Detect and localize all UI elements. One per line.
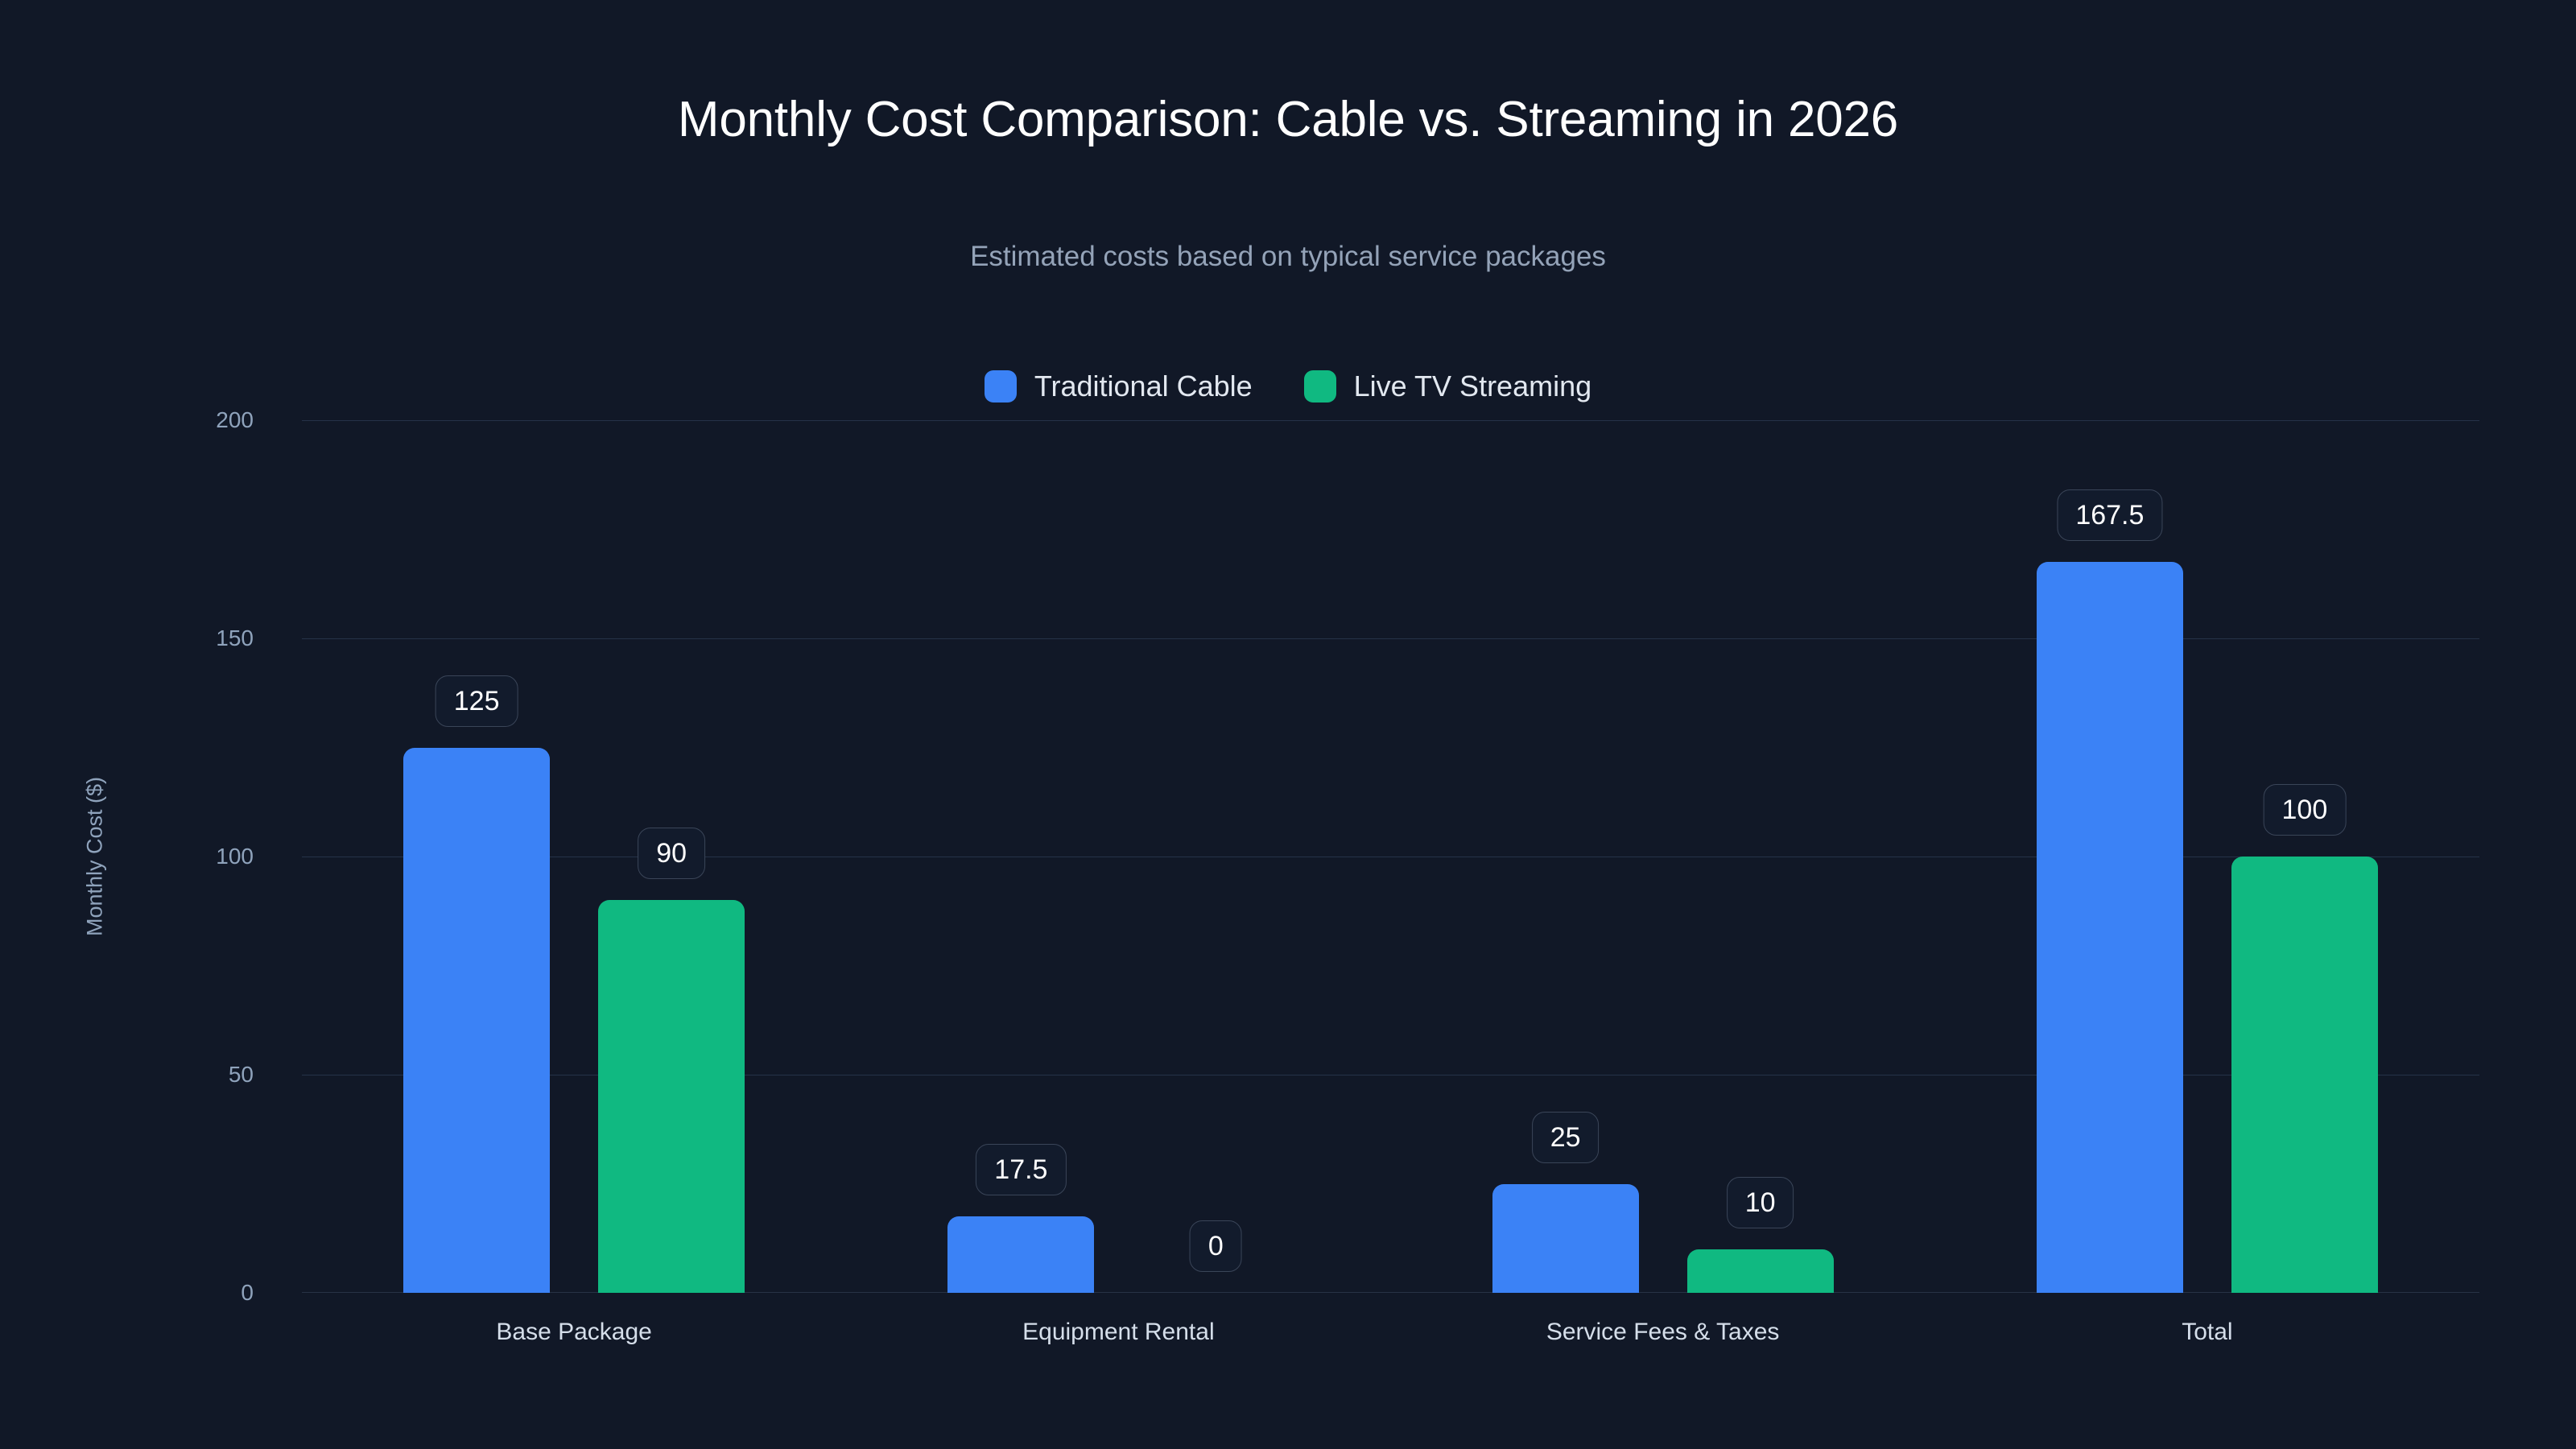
bar[interactable]: [598, 900, 745, 1293]
bar-value-label: 100: [2263, 784, 2347, 836]
chart-title: Monthly Cost Comparison: Cable vs. Strea…: [677, 92, 1899, 147]
x-axis-category-label: Service Fees & Taxes: [1546, 1319, 1780, 1345]
y-axis-tick-label: 50: [228, 1062, 254, 1087]
bar[interactable]: [1492, 1183, 1639, 1293]
bar[interactable]: [947, 1216, 1095, 1293]
bar-value-label: 167.5: [2057, 489, 2163, 542]
x-axis-category-label: Equipment Rental: [1022, 1319, 1215, 1345]
bar-value-label: 10: [1726, 1176, 1794, 1228]
bar[interactable]: [2231, 857, 2378, 1293]
y-axis-ticks: 0 50 100 150 200: [0, 409, 278, 1304]
bar[interactable]: [403, 747, 551, 1293]
x-axis-baseline: [302, 1292, 2479, 1293]
legend-swatch-icon: [1303, 370, 1336, 402]
gridline: [302, 638, 2479, 639]
bar[interactable]: [2036, 562, 2183, 1293]
bar-value-label: 125: [435, 675, 518, 727]
legend-label: Traditional Cable: [1034, 369, 1253, 402]
x-axis-category-label: Total: [2182, 1319, 2233, 1345]
x-axis-category-label: Base Package: [496, 1319, 652, 1345]
legend-label: Live TV Streaming: [1353, 369, 1592, 402]
gridline: [302, 420, 2479, 421]
y-axis-tick-label: 200: [216, 407, 254, 432]
y-axis-tick-label: 100: [216, 844, 254, 869]
bar-value-label: 17.5: [976, 1144, 1067, 1196]
legend-item-0[interactable]: Traditional Cable: [984, 369, 1253, 402]
bar-value-label: 90: [638, 828, 706, 880]
y-axis-tick-label: 0: [241, 1280, 254, 1305]
chart-legend: Traditional Cable Live TV Streaming: [0, 370, 2576, 402]
chart-subtitle: Estimated costs based on typical service…: [970, 241, 1606, 272]
bar-value-label: 25: [1531, 1111, 1600, 1163]
legend-swatch-icon: [984, 370, 1017, 402]
x-axis-category-labels: Base Package Equipment Rental Service Fees…: [302, 1320, 2479, 1368]
legend-item-1[interactable]: Live TV Streaming: [1303, 369, 1592, 402]
bar[interactable]: [1686, 1249, 1834, 1293]
bar-value-label: 0: [1189, 1220, 1242, 1272]
plot-area: 125 90 17.5 0 25 10 167.5 100: [302, 420, 2479, 1293]
y-axis-tick-label: 150: [216, 625, 254, 650]
